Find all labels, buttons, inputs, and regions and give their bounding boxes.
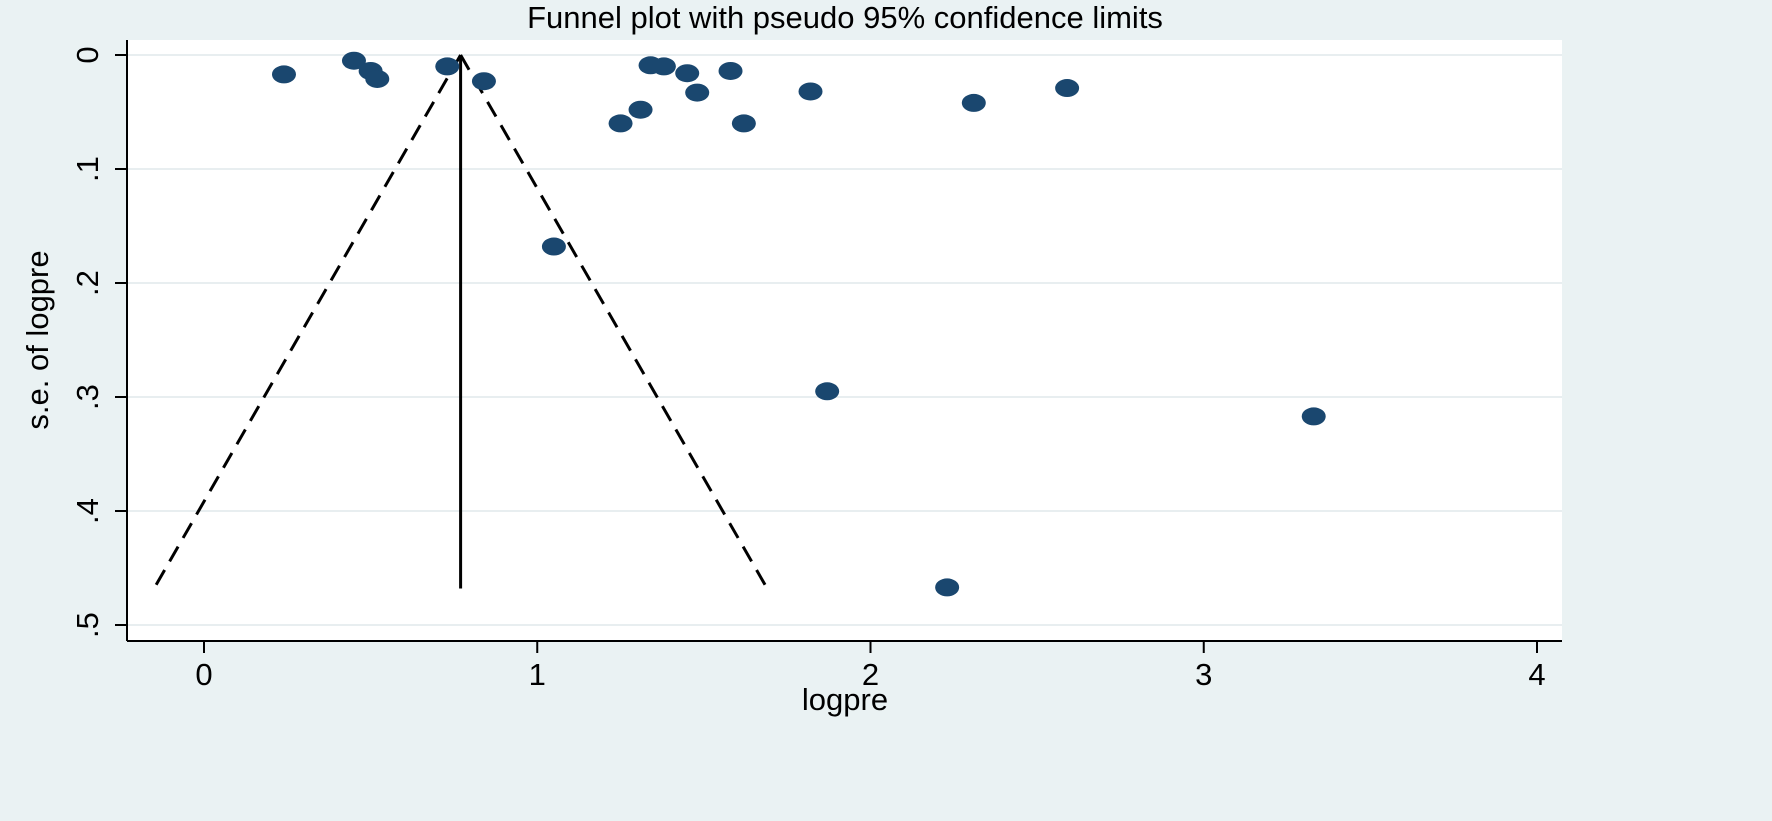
pseudo-ci-left-line bbox=[152, 54, 462, 590]
data-point-16 bbox=[815, 382, 840, 401]
y-tick-label-1: .1 bbox=[70, 156, 105, 182]
data-point-0 bbox=[271, 65, 296, 84]
data-point-4 bbox=[435, 57, 460, 76]
data-point-15 bbox=[798, 82, 823, 101]
data-point-6 bbox=[541, 237, 566, 256]
gridlines bbox=[127, 54, 1562, 626]
data-point-14 bbox=[731, 114, 756, 133]
funnel-lines bbox=[152, 54, 769, 590]
chart-title: Funnel plot with pseudo 95% confidence l… bbox=[527, 0, 1163, 35]
data-point-10 bbox=[651, 57, 676, 76]
y-tick-label-3: .3 bbox=[70, 384, 105, 410]
y-tick-label-4: .4 bbox=[70, 498, 105, 524]
data-points bbox=[271, 51, 1326, 597]
data-point-7 bbox=[608, 114, 633, 133]
x-tick-label-3: 3 bbox=[1195, 657, 1212, 692]
data-point-11 bbox=[675, 64, 700, 83]
y-axis-label: s.e. of logpre bbox=[20, 250, 55, 429]
y-tick-label-2: .2 bbox=[70, 270, 105, 296]
data-point-19 bbox=[1055, 79, 1080, 98]
data-point-5 bbox=[471, 72, 496, 91]
data-point-13 bbox=[718, 61, 743, 80]
data-point-3 bbox=[365, 69, 390, 88]
x-tick-label-4: 4 bbox=[1528, 657, 1545, 692]
data-point-8 bbox=[628, 100, 653, 119]
data-point-1 bbox=[341, 51, 366, 70]
axes: 0 1 2 3 4 0 .1 .2 .3 .4 .5 bbox=[70, 40, 1562, 692]
data-point-17 bbox=[935, 578, 960, 597]
plot-area bbox=[127, 40, 1562, 641]
x-axis-label: logpre bbox=[802, 682, 888, 717]
x-tick-label-0: 0 bbox=[195, 657, 212, 692]
data-point-20 bbox=[1301, 407, 1326, 426]
x-tick-label-1: 1 bbox=[529, 657, 546, 692]
y-tick-label-0: 0 bbox=[70, 46, 105, 63]
x-tick-label-2: 2 bbox=[862, 657, 879, 692]
data-point-18 bbox=[961, 93, 986, 112]
data-point-12 bbox=[685, 83, 710, 102]
y-tick-label-5: .5 bbox=[70, 612, 105, 638]
pseudo-ci-right-line bbox=[459, 54, 769, 590]
